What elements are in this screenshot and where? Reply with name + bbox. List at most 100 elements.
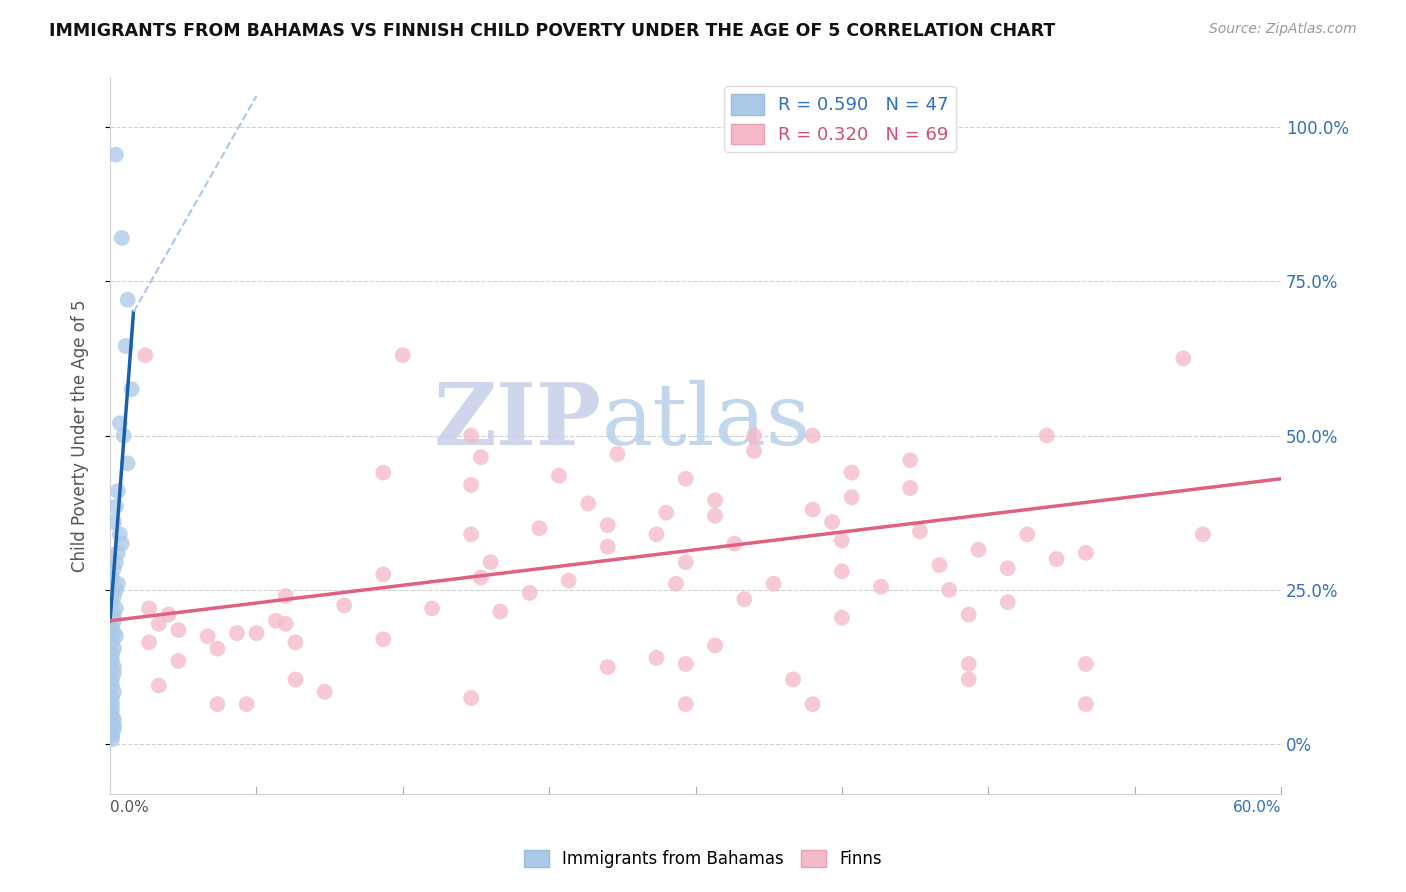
Point: [107, 484, 129, 499]
Point: [138, 601, 160, 615]
Point: [576, 496, 599, 510]
Text: IMMIGRANTS FROM BAHAMAS VS FINNISH CHILD POVERTY UNDER THE AGE OF 5 CORRELATION : IMMIGRANTS FROM BAHAMAS VS FINNISH CHILD…: [49, 22, 1056, 40]
Point: [274, 589, 297, 603]
Point: [870, 580, 893, 594]
Point: [704, 639, 727, 653]
Point: [898, 453, 921, 467]
Point: [470, 450, 492, 464]
Point: [967, 542, 990, 557]
Point: [101, 703, 124, 717]
Point: [101, 690, 124, 705]
Text: 0.0%: 0.0%: [110, 800, 149, 814]
Point: [742, 428, 765, 442]
Point: [101, 673, 124, 687]
Point: [391, 348, 413, 362]
Point: [596, 518, 619, 533]
Point: [1074, 546, 1097, 560]
Point: [104, 555, 127, 569]
Point: [111, 536, 134, 550]
Point: [723, 536, 745, 550]
Point: [103, 685, 125, 699]
Point: [938, 582, 960, 597]
Point: [801, 502, 824, 516]
Point: [103, 589, 125, 603]
Point: [957, 657, 980, 671]
Point: [101, 620, 124, 634]
Point: [107, 576, 129, 591]
Point: [460, 527, 482, 541]
Legend: Immigrants from Bahamas, Finns: Immigrants from Bahamas, Finns: [517, 843, 889, 875]
Point: [101, 728, 124, 742]
Point: [841, 490, 863, 504]
Point: [157, 607, 180, 622]
Point: [373, 466, 395, 480]
Point: [782, 673, 804, 687]
Point: [373, 632, 395, 647]
Point: [207, 697, 229, 711]
Point: [1017, 527, 1039, 541]
Point: [207, 641, 229, 656]
Point: [112, 428, 135, 442]
Point: [103, 561, 125, 575]
Point: [675, 697, 697, 711]
Point: [121, 382, 143, 396]
Point: [104, 500, 127, 514]
Point: [645, 527, 668, 541]
Point: [460, 428, 482, 442]
Point: [675, 472, 697, 486]
Point: [821, 515, 844, 529]
Point: [1074, 697, 1097, 711]
Point: [235, 697, 257, 711]
Point: [101, 732, 124, 747]
Point: [104, 601, 127, 615]
Point: [1045, 552, 1067, 566]
Point: [138, 635, 160, 649]
Point: [103, 660, 125, 674]
Point: [655, 506, 678, 520]
Point: [704, 508, 727, 523]
Point: [103, 666, 125, 681]
Point: [226, 626, 249, 640]
Point: [101, 715, 124, 730]
Point: [314, 685, 336, 699]
Point: [479, 555, 502, 569]
Point: [117, 293, 139, 307]
Point: [114, 339, 136, 353]
Point: [742, 444, 765, 458]
Point: [103, 626, 125, 640]
Point: [801, 697, 824, 711]
Point: [104, 629, 127, 643]
Point: [596, 540, 619, 554]
Point: [148, 616, 170, 631]
Point: [167, 654, 190, 668]
Point: [762, 576, 785, 591]
Text: ZIP: ZIP: [434, 379, 602, 463]
Point: [103, 515, 125, 529]
Point: [801, 428, 824, 442]
Point: [333, 599, 356, 613]
Point: [104, 147, 127, 161]
Point: [101, 648, 124, 662]
Point: [733, 592, 755, 607]
Point: [101, 679, 124, 693]
Point: [831, 533, 853, 548]
Point: [1074, 657, 1097, 671]
Point: [103, 719, 125, 733]
Point: [519, 586, 541, 600]
Point: [665, 576, 688, 591]
Text: atlas: atlas: [602, 380, 811, 463]
Point: [104, 582, 127, 597]
Point: [148, 679, 170, 693]
Point: [101, 595, 124, 609]
Point: [898, 481, 921, 495]
Point: [460, 478, 482, 492]
Legend: R = 0.590   N = 47, R = 0.320   N = 69: R = 0.590 N = 47, R = 0.320 N = 69: [724, 87, 956, 152]
Point: [245, 626, 267, 640]
Point: [529, 521, 551, 535]
Point: [460, 690, 482, 705]
Point: [101, 635, 124, 649]
Point: [101, 697, 124, 711]
Point: [645, 650, 668, 665]
Point: [101, 570, 124, 584]
Text: 60.0%: 60.0%: [1233, 800, 1281, 814]
